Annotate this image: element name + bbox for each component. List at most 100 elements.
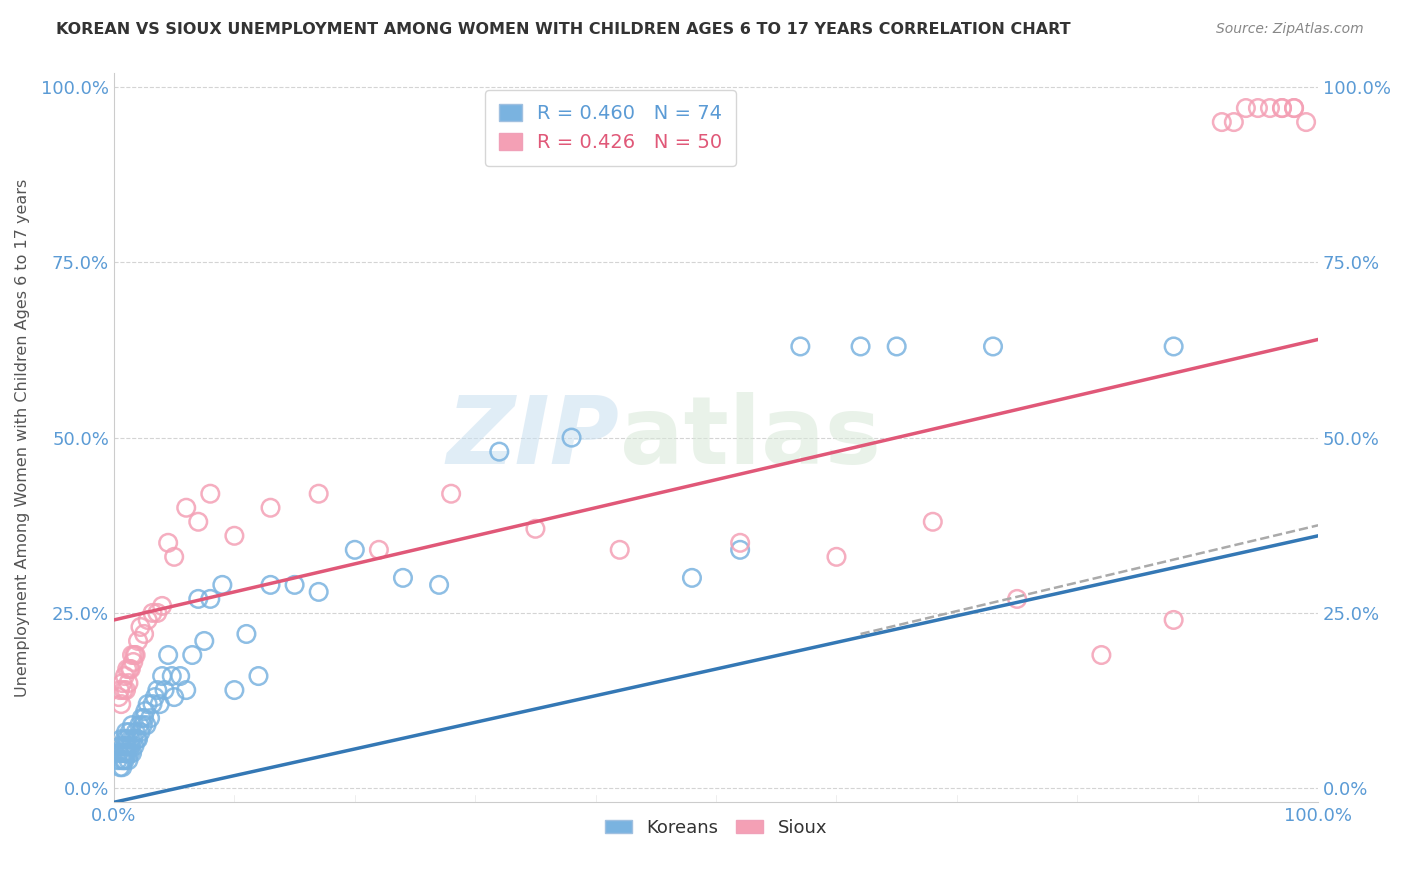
Point — [143, 690, 166, 704]
Point — [128, 718, 150, 732]
Point — [108, 683, 131, 698]
Point — [146, 606, 169, 620]
Point — [115, 746, 138, 760]
Point — [1271, 101, 1294, 115]
Point — [135, 718, 157, 732]
Point — [107, 690, 129, 704]
Point — [259, 578, 281, 592]
Point — [107, 753, 129, 767]
Point — [886, 339, 908, 353]
Point — [187, 591, 209, 606]
Point — [117, 753, 139, 767]
Point — [122, 655, 145, 669]
Point — [121, 746, 143, 760]
Point — [132, 627, 155, 641]
Point — [193, 634, 215, 648]
Point — [153, 683, 176, 698]
Point — [114, 669, 136, 683]
Point — [117, 676, 139, 690]
Point — [308, 585, 330, 599]
Point — [609, 542, 631, 557]
Point — [160, 669, 183, 683]
Point — [107, 746, 129, 760]
Text: ZIP: ZIP — [447, 392, 620, 483]
Point — [136, 613, 159, 627]
Point — [108, 760, 131, 774]
Point — [561, 431, 583, 445]
Point — [150, 599, 173, 613]
Point — [115, 683, 138, 698]
Point — [440, 487, 463, 501]
Point — [110, 753, 132, 767]
Point — [114, 732, 136, 747]
Point — [849, 339, 872, 353]
Point — [131, 711, 153, 725]
Point — [110, 732, 132, 747]
Point — [157, 648, 180, 662]
Point — [1282, 101, 1305, 115]
Point — [121, 718, 143, 732]
Point — [1295, 115, 1317, 129]
Point — [174, 500, 197, 515]
Point — [114, 746, 136, 760]
Point — [1258, 101, 1281, 115]
Point — [112, 753, 135, 767]
Point — [1247, 101, 1270, 115]
Point — [1223, 115, 1246, 129]
Point — [121, 648, 143, 662]
Point — [122, 732, 145, 747]
Point — [728, 542, 751, 557]
Point — [163, 549, 186, 564]
Point — [117, 739, 139, 754]
Point — [124, 648, 146, 662]
Point — [124, 739, 146, 754]
Point — [981, 339, 1004, 353]
Point — [149, 697, 172, 711]
Y-axis label: Unemployment Among Women with Children Ages 6 to 17 years: Unemployment Among Women with Children A… — [15, 178, 30, 697]
Point — [127, 732, 149, 747]
Point — [1090, 648, 1112, 662]
Point — [200, 487, 222, 501]
Point — [789, 339, 811, 353]
Point — [157, 536, 180, 550]
Point — [235, 627, 257, 641]
Point — [108, 739, 131, 754]
Point — [115, 725, 138, 739]
Point — [111, 676, 134, 690]
Point — [211, 578, 233, 592]
Point — [921, 515, 943, 529]
Point — [1163, 613, 1185, 627]
Point — [1234, 101, 1257, 115]
Point — [488, 444, 510, 458]
Point — [115, 739, 138, 754]
Text: Source: ZipAtlas.com: Source: ZipAtlas.com — [1216, 22, 1364, 37]
Point — [308, 487, 330, 501]
Point — [343, 542, 366, 557]
Text: atlas: atlas — [620, 392, 880, 483]
Point — [163, 690, 186, 704]
Point — [141, 606, 163, 620]
Point — [427, 578, 450, 592]
Point — [1211, 115, 1233, 129]
Point — [110, 697, 132, 711]
Point — [392, 571, 415, 585]
Point — [141, 697, 163, 711]
Point — [224, 683, 246, 698]
Point — [132, 718, 155, 732]
Point — [139, 711, 162, 725]
Point — [728, 536, 751, 550]
Point — [259, 500, 281, 515]
Point — [111, 746, 134, 760]
Point — [181, 648, 204, 662]
Point — [1005, 591, 1028, 606]
Point — [681, 571, 703, 585]
Point — [136, 697, 159, 711]
Point — [115, 732, 138, 747]
Point — [200, 591, 222, 606]
Point — [367, 542, 389, 557]
Point — [118, 746, 141, 760]
Point — [115, 746, 138, 760]
Point — [127, 634, 149, 648]
Point — [129, 725, 152, 739]
Point — [284, 578, 307, 592]
